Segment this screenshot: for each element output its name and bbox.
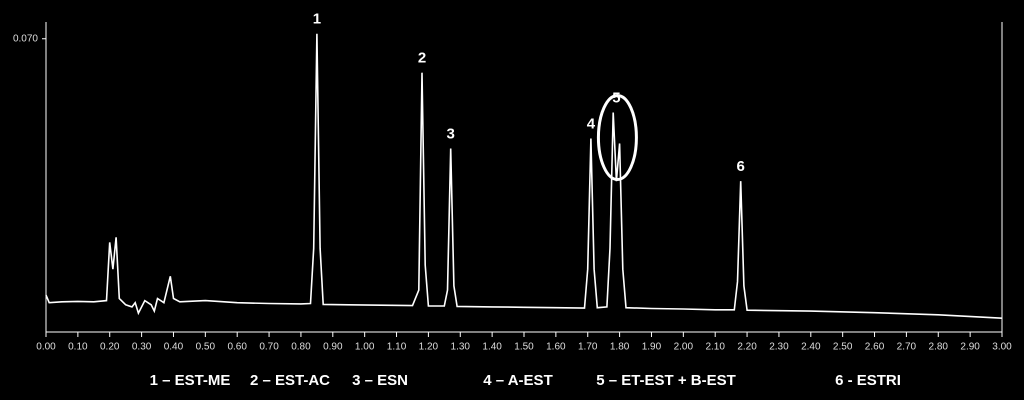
x-tick-label: 2.00	[674, 342, 694, 353]
x-tick-label: 0.30	[132, 342, 152, 353]
x-tick-label: 2.20	[737, 342, 757, 353]
x-tick-label: 0.10	[68, 342, 88, 353]
peak-label: 6	[737, 158, 745, 175]
x-tick-label: 0.40	[164, 342, 184, 353]
peak-label: 2	[418, 50, 426, 67]
x-tick-label: 1.10	[387, 342, 407, 353]
y-tick-label: 0.070	[13, 33, 38, 44]
x-tick-label: 0.60	[227, 342, 247, 353]
x-tick-label: 2.30	[769, 342, 789, 353]
legend-label: 1 – EST-ME	[150, 372, 231, 389]
x-tick-label: 0.70	[259, 342, 279, 353]
x-tick-label: 0.00	[36, 342, 56, 353]
x-tick-label: 1.00	[355, 342, 375, 353]
peak-label: 5	[612, 89, 620, 106]
legend-label: 6 - ESTRI	[835, 372, 901, 389]
legend-label: 3 – ESN	[352, 372, 408, 389]
x-tick-label: 1.30	[451, 342, 471, 353]
peak-label: 4	[587, 115, 596, 132]
highlight-ellipse	[596, 93, 638, 181]
x-tick-label: 0.80	[291, 342, 311, 353]
x-tick-label: 2.60	[865, 342, 885, 353]
x-tick-label: 2.50	[833, 342, 853, 353]
peak-label: 1	[313, 11, 321, 28]
x-tick-label: 2.90	[960, 342, 980, 353]
x-tick-label: 3.00	[992, 342, 1012, 353]
x-tick-label: 1.70	[578, 342, 598, 353]
x-tick-label: 2.70	[897, 342, 917, 353]
x-tick-label: 2.10	[705, 342, 725, 353]
x-tick-label: 0.50	[196, 342, 216, 353]
x-tick-label: 1.90	[642, 342, 662, 353]
x-tick-label: 1.50	[514, 342, 534, 353]
x-tick-label: 2.40	[801, 342, 821, 353]
legend-label: 2 – EST-AC	[250, 372, 330, 389]
x-tick-label: 0.90	[323, 342, 343, 353]
legend-label: 5 – ET-EST + B-EST	[596, 372, 736, 389]
x-tick-label: 0.20	[100, 342, 120, 353]
x-tick-label: 1.40	[482, 342, 502, 353]
legend-label: 4 – A-EST	[483, 372, 552, 389]
x-tick-label: 2.80	[929, 342, 949, 353]
peak-label: 3	[447, 125, 455, 142]
x-tick-label: 1.20	[419, 342, 439, 353]
x-tick-label: 1.60	[546, 342, 566, 353]
signal-line	[45, 33, 1003, 319]
x-tick-label: 1.80	[610, 342, 630, 353]
